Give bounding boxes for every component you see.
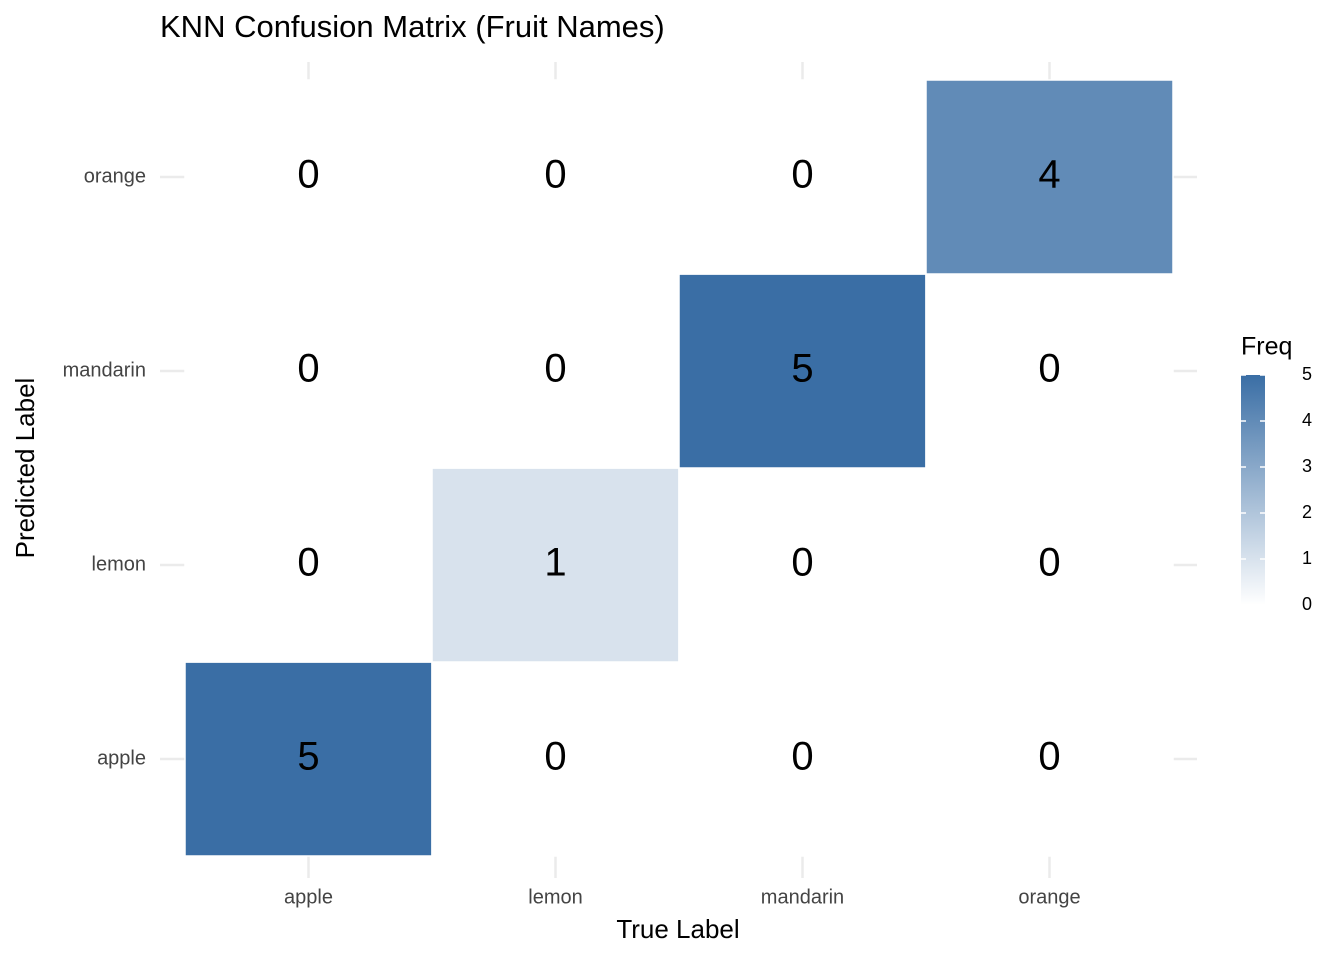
y-axis-label: Predicted Label <box>10 378 40 559</box>
cell-label: 0 <box>544 347 566 391</box>
cell-label: 5 <box>297 735 319 779</box>
cell-label: 0 <box>1038 347 1060 391</box>
chart-title: KNN Confusion Matrix (Fruit Names) <box>160 9 665 44</box>
cell <box>184 79 433 275</box>
cell <box>925 661 1174 857</box>
y-tick-label: orange <box>84 165 146 187</box>
cell <box>431 661 680 857</box>
cell-label: 0 <box>544 153 566 197</box>
cell-label: 0 <box>1038 735 1060 779</box>
legend-tick-label: 2 <box>1302 502 1312 522</box>
legend-tick-label: 4 <box>1302 410 1312 430</box>
y-tick-label: apple <box>97 747 146 769</box>
legend-tick-label: 3 <box>1302 456 1312 476</box>
cell-label: 0 <box>1038 541 1060 585</box>
cell-label: 0 <box>297 153 319 197</box>
x-tick-label: orange <box>1018 886 1080 908</box>
cell-label: 0 <box>791 153 813 197</box>
cell <box>925 467 1174 663</box>
x-axis-label: True Label <box>616 914 739 944</box>
cell-label: 0 <box>791 541 813 585</box>
cell <box>678 273 927 469</box>
x-tick-label: apple <box>284 886 333 908</box>
cell-label: 1 <box>544 541 566 585</box>
y-tick-label: lemon <box>92 553 146 575</box>
cell <box>184 661 433 857</box>
cell <box>431 79 680 275</box>
cell <box>678 79 927 275</box>
legend-tick-label: 0 <box>1302 594 1312 614</box>
y-tick-label: mandarin <box>63 359 146 381</box>
cell-label: 0 <box>297 347 319 391</box>
legend-tick-label: 5 <box>1302 364 1312 384</box>
legend-title: Freq <box>1241 333 1292 361</box>
cell <box>925 273 1174 469</box>
colorbar <box>1241 375 1265 605</box>
legend-tick-label: 1 <box>1302 548 1312 568</box>
cell <box>925 79 1174 275</box>
cell <box>678 661 927 857</box>
cell-label: 0 <box>297 541 319 585</box>
cell-label: 5 <box>791 347 813 391</box>
x-tick-label: lemon <box>528 886 582 908</box>
x-tick-label: mandarin <box>761 886 844 908</box>
cell <box>431 467 680 663</box>
cell-label: 0 <box>791 735 813 779</box>
cell <box>184 273 433 469</box>
cell-label: 0 <box>544 735 566 779</box>
cell-label: 4 <box>1038 153 1060 197</box>
